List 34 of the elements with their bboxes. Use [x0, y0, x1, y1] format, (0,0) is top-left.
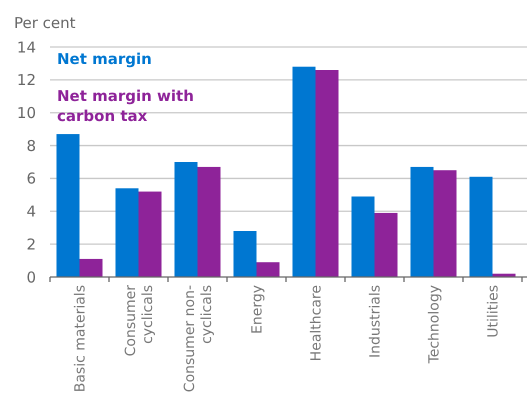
x-tick-label: Healthcare	[308, 285, 324, 362]
bar	[56, 134, 80, 277]
x-tick-label: Consumer cyclicals	[123, 284, 156, 356]
bar	[316, 70, 339, 277]
bar	[434, 170, 457, 277]
y-tick-label: 0	[26, 268, 36, 286]
y-tick-label: 2	[26, 235, 36, 254]
x-tick-label: Basic materials	[72, 285, 88, 392]
text: Net margin	[57, 50, 152, 68]
bar	[80, 258, 103, 277]
bar	[492, 274, 516, 277]
bar	[115, 188, 138, 277]
y-tick-label: 8	[26, 136, 36, 155]
bar	[469, 176, 492, 277]
bar	[351, 196, 374, 277]
bar	[233, 231, 256, 277]
x-tick-label: Industrials	[368, 285, 384, 358]
bar	[292, 66, 316, 277]
bar	[138, 192, 162, 277]
bar	[198, 166, 221, 277]
x-tick-label: Utilities	[486, 285, 502, 338]
text: Net margin with carbon tax	[57, 87, 194, 125]
bar	[256, 262, 280, 277]
bar	[374, 212, 398, 277]
x-tick-label: Energy	[250, 285, 266, 334]
y-tick-label: 14	[16, 38, 36, 56]
bar	[174, 162, 198, 277]
bar	[410, 166, 434, 277]
y-axis-title: Per cent	[14, 14, 76, 32]
y-tick-label: 10	[16, 104, 36, 122]
y-tick-label: 4	[26, 202, 36, 221]
x-tick-label: Technology	[426, 285, 442, 364]
y-tick-label: 12	[16, 71, 36, 90]
y-tick-label: 6	[26, 170, 36, 188]
